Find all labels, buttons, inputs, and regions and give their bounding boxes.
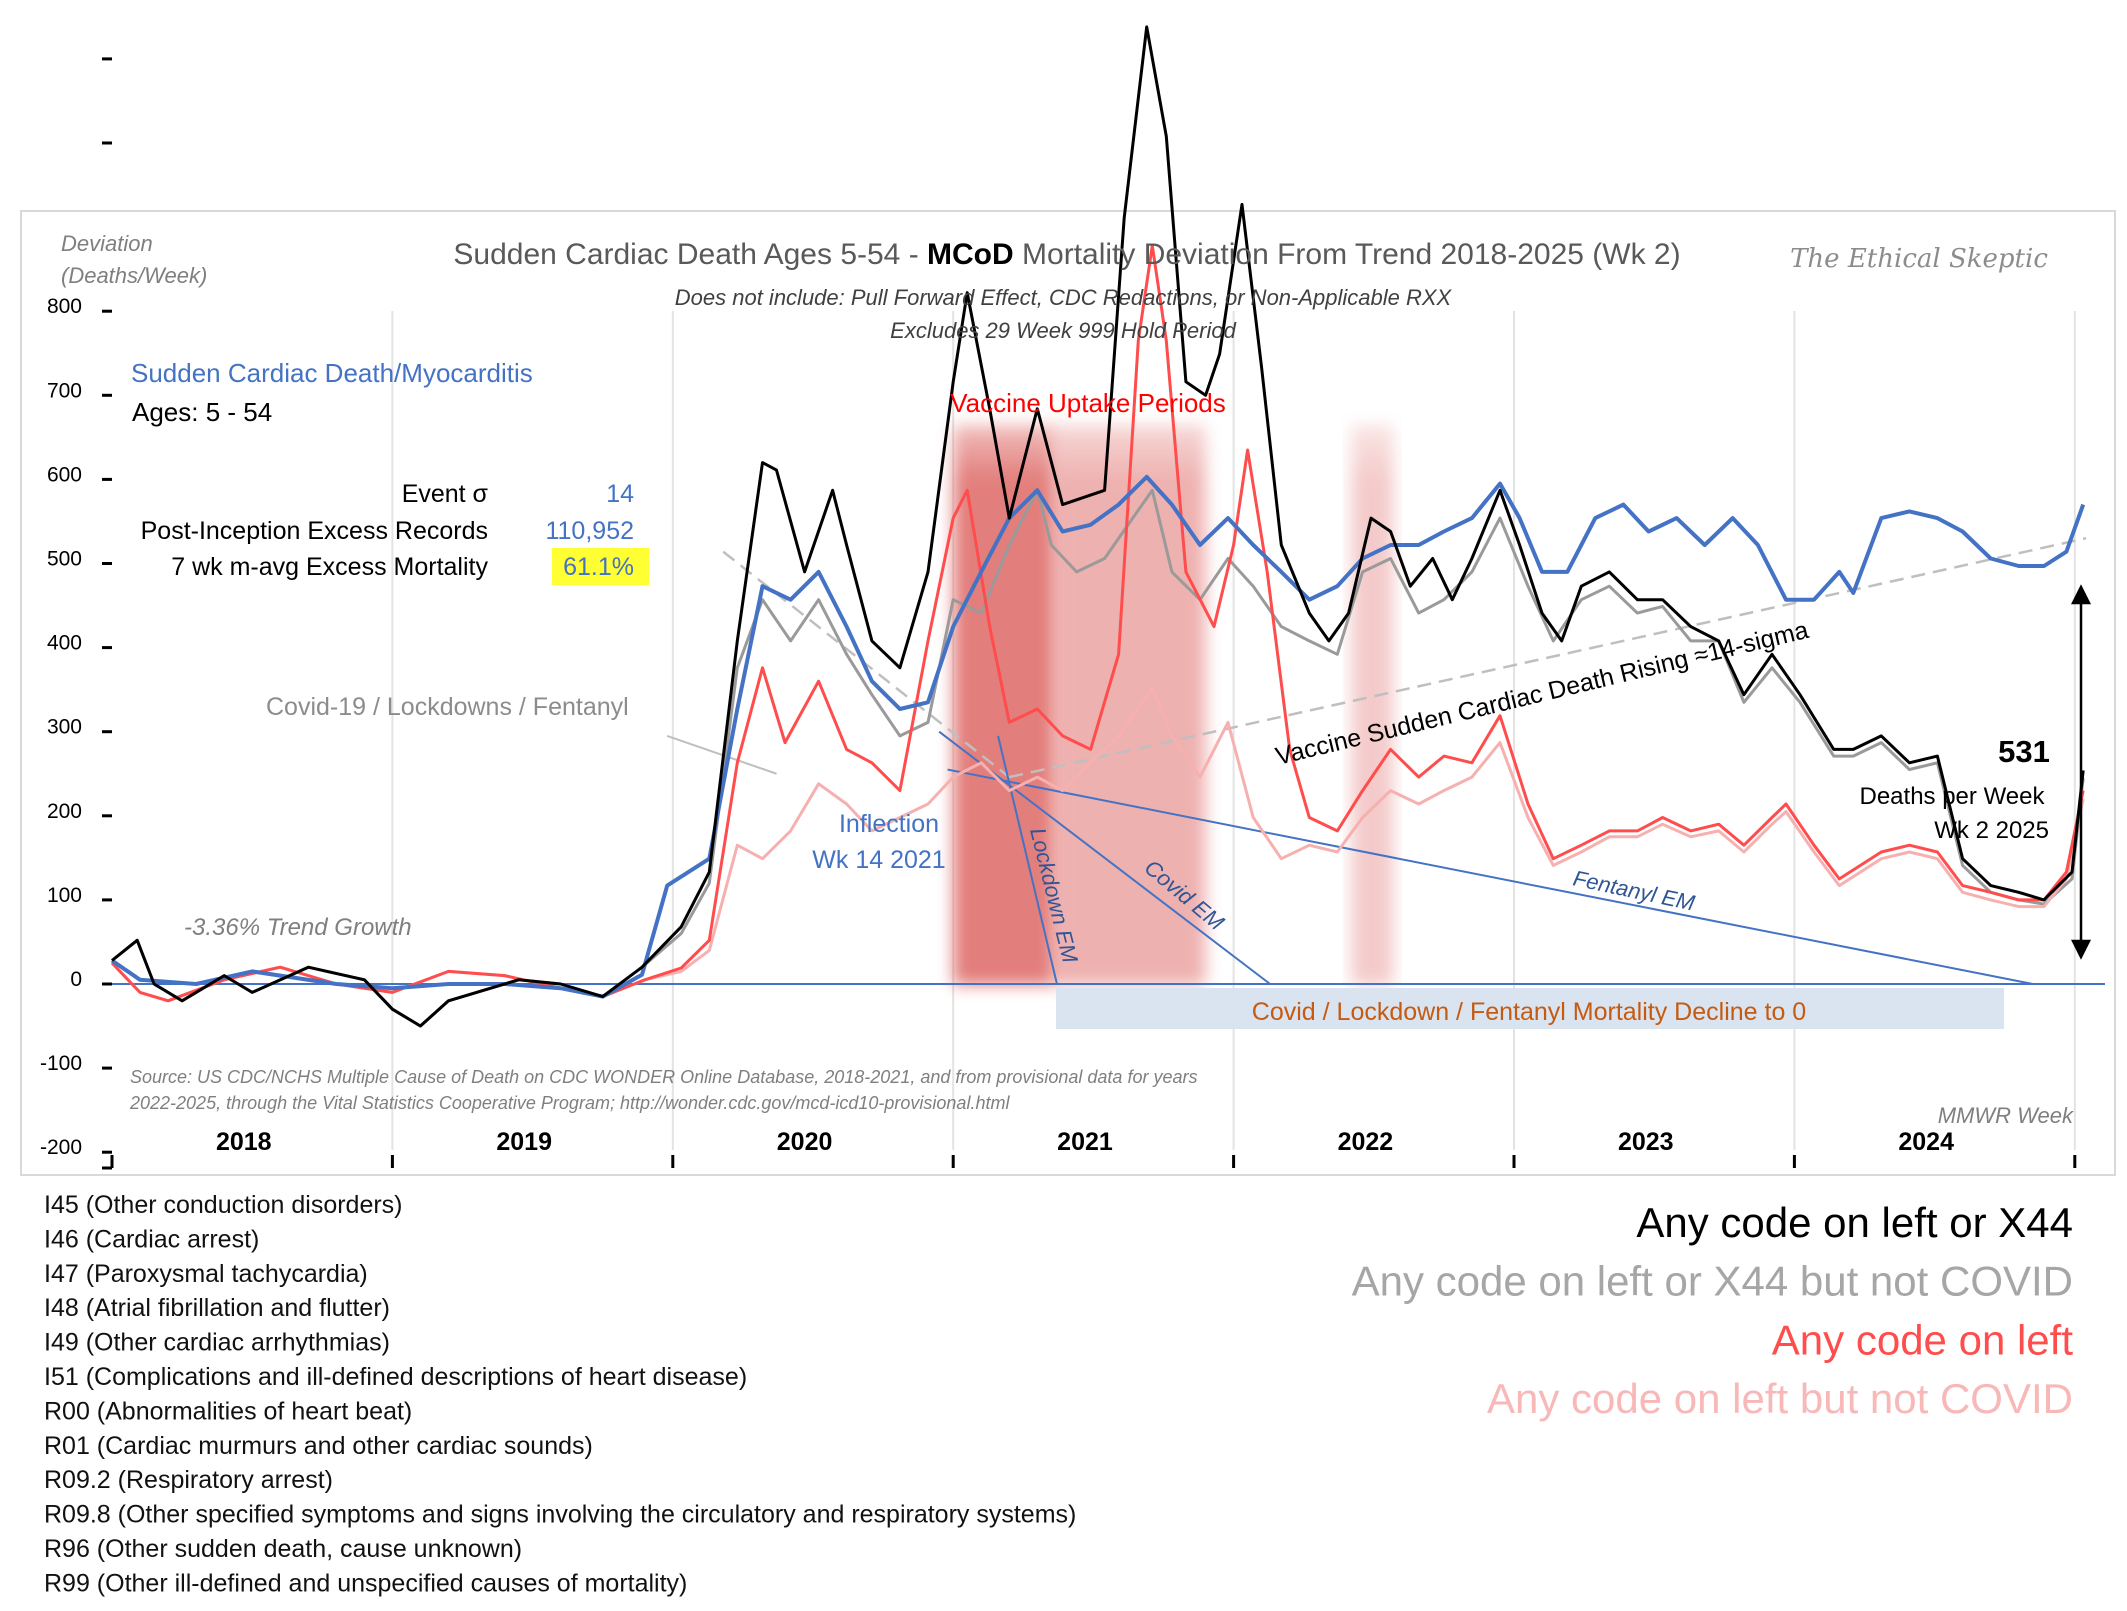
ages-label: Ages: 5 - 54 — [132, 397, 272, 427]
series-line-any-code-on-left — [110, 244, 2085, 1003]
stat-value-event-sigma: 14 — [606, 480, 634, 508]
series-line-sudden-cardiac-death-myocarditis — [110, 474, 2086, 999]
chart-title-bold: MCoD — [927, 238, 1014, 271]
legend-item: Any code on left or X44 — [1636, 1199, 2073, 1246]
decline-box-label: Covid / Lockdown / Fentanyl Mortality De… — [1252, 998, 1806, 1026]
stat-label-event-sigma: Event σ — [402, 480, 489, 508]
x-tick-label: 2020 — [777, 1128, 833, 1156]
inflection-week-label: Wk 14 2021 — [812, 846, 945, 874]
icd-code-item: R00 (Abnormalities of heart beat) — [44, 1397, 412, 1425]
x-tick-label: 2022 — [1338, 1128, 1394, 1156]
chart-title: Sudden Cardiac Death Ages 5-54 - MCoD Mo… — [453, 238, 1680, 271]
chart-subtitle-1: Does not include: Pull Forward Effect, C… — [675, 285, 1453, 310]
x-axis-label: MMWR Week — [1938, 1103, 2074, 1128]
y-tick-label: 800 — [47, 295, 82, 318]
covid-label-pointer — [666, 734, 777, 775]
stat-value-excess-records: 110,952 — [545, 517, 634, 545]
y-tick-label: 300 — [47, 716, 82, 739]
icd-code-item: I48 (Atrial fibrillation and flutter) — [44, 1294, 390, 1322]
icd-code-item: R99 (Other ill-defined and unspecified c… — [44, 1569, 687, 1597]
icd-code-item: R01 (Cardiac murmurs and other cardiac s… — [44, 1432, 593, 1460]
current-value: 531 — [1998, 734, 2050, 769]
current-value-arrow — [2070, 584, 2092, 960]
series-lines — [110, 25, 2086, 1028]
y-axis-label-2: (Deaths/Week) — [61, 263, 207, 288]
chart-subtitle-2: Excludes 29 Week 999 Hold Period — [890, 318, 1236, 343]
current-value-week: Wk 2 2025 — [1934, 817, 2049, 844]
excess-mortality-highlight — [552, 548, 649, 585]
y-tick-label: 200 — [47, 800, 82, 823]
icd-code-item: R09.8 (Other specified symptoms and sign… — [44, 1501, 1076, 1529]
stat-label-excess-mortality: 7 wk m-avg Excess Mortality — [171, 553, 488, 581]
decline-box — [1056, 988, 2004, 1029]
x-axis: 2018 2019 2020 2021 2022 2023 2024 — [110, 1128, 2077, 1168]
icd-code-item: I49 (Other cardiac arrhythmias) — [44, 1329, 390, 1357]
lockdown-em-line — [997, 735, 1058, 985]
source-note-1: Source: US CDC/NCHS Multiple Cause of De… — [130, 1067, 1197, 1087]
stat-label-excess-records: Post-Inception Excess Records — [141, 517, 488, 545]
stat-value-excess-mortality: 61.1% — [563, 553, 634, 581]
series-title: Sudden Cardiac Death/Myocarditis — [131, 358, 533, 388]
vaccine-uptake-label: Vaccine Uptake Periods — [950, 388, 1226, 418]
watermark-logo: The Ethical Skeptic — [1790, 244, 2048, 274]
fentanyl-em-line — [947, 768, 2033, 985]
icd-code-item: R09.2 (Respiratory arrest) — [44, 1466, 333, 1494]
chart-title-suffix: Mortality Deviation From Trend 2018-2025… — [1014, 238, 1681, 271]
y-tick-label: -100 — [40, 1052, 82, 1075]
vaccine-uptake-band — [953, 425, 1055, 985]
icd-code-list: I45 (Other conduction disorders) I46 (Car… — [44, 1191, 1076, 1597]
icd-code-item: I46 (Cardiac arrest) — [44, 1225, 259, 1253]
y-tick-label: 0 — [70, 968, 82, 991]
vaccine-uptake-band — [1351, 425, 1394, 985]
x-tick-label: 2018 — [216, 1128, 272, 1156]
y-tick-label: 500 — [47, 548, 82, 571]
series-line-any-code-on-left-or-x44 — [111, 25, 2085, 1028]
y-tick-label: 400 — [47, 632, 82, 655]
vaccine-rising-trend — [1009, 537, 2087, 779]
chart-title-prefix: Sudden Cardiac Death Ages 5-54 - — [453, 238, 927, 271]
x-tick-label: 2023 — [1618, 1128, 1674, 1156]
legend-item: Any code on left but not COVID — [1487, 1375, 2073, 1422]
legend-item: Any code on left or X44 but not COVID — [1352, 1258, 2073, 1305]
x-tick-label: 2021 — [1057, 1128, 1113, 1156]
y-tick-label: 600 — [47, 463, 82, 486]
y-tick-label: 100 — [47, 884, 82, 907]
legend: Any code on left or X44 Any code on left … — [1352, 1199, 2074, 1422]
y-axis: 800 700 600 500 400 300 200 100 0 -100 -200 — [40, 57, 112, 1170]
current-value-unit: Deaths per Week — [1860, 783, 2046, 810]
trend-growth-label: -3.36% Trend Growth — [184, 914, 412, 941]
legend-item: Any code on left — [1772, 1316, 2074, 1363]
source-note-2: 2022-2025, through the Vital Statistics … — [129, 1093, 1010, 1113]
icd-code-item: I45 (Other conduction disorders) — [44, 1191, 403, 1219]
y-axis-label-1: Deviation — [61, 231, 153, 256]
inflection-label: Inflection — [839, 810, 939, 838]
x-tick-label: 2019 — [496, 1128, 552, 1156]
y-tick-label: -200 — [40, 1136, 82, 1159]
covid-lockdowns-fentanyl-label: Covid-19 / Lockdowns / Fentanyl — [266, 693, 629, 721]
x-tick-label: 2024 — [1898, 1128, 1954, 1156]
icd-code-item: R96 (Other sudden death, cause unknown) — [44, 1535, 522, 1563]
icd-code-item: I47 (Paroxysmal tachycardia) — [44, 1260, 368, 1288]
icd-code-item: I51 (Complications and ill-defined descr… — [44, 1363, 747, 1391]
y-tick-label: 700 — [47, 379, 82, 402]
